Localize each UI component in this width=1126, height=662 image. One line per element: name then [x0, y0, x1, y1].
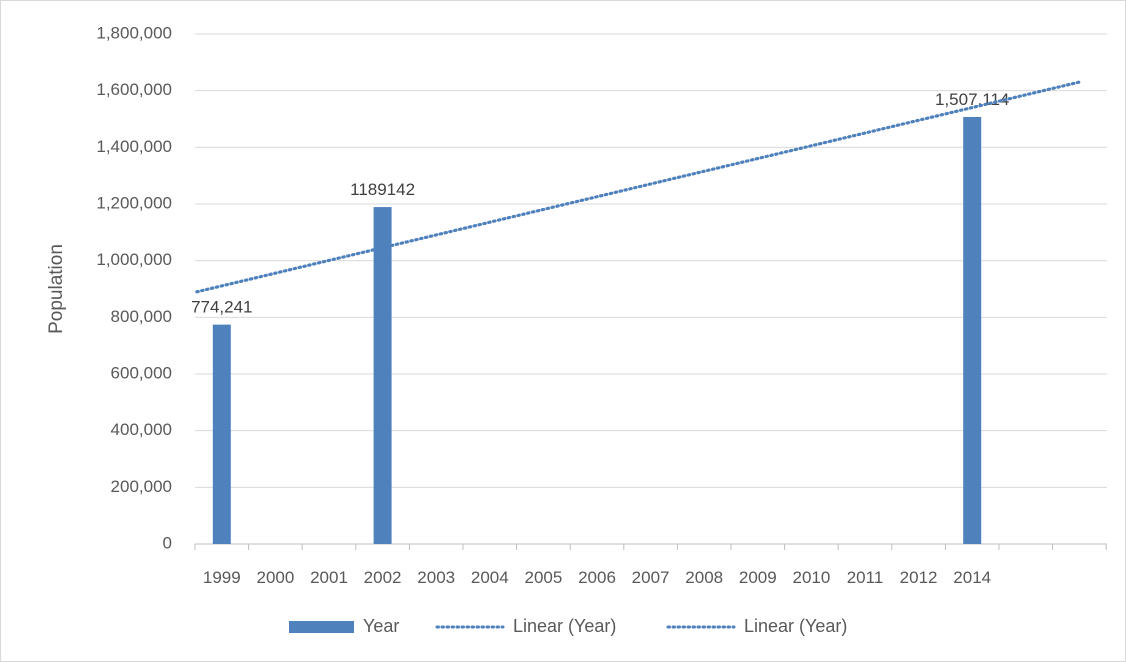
trendline: [195, 80, 1081, 294]
x-tick-label: 2007: [632, 568, 670, 587]
x-tick-label: 2014: [953, 568, 991, 587]
x-tick-label: 2001: [310, 568, 348, 587]
y-tick-label: 1,800,000: [96, 23, 172, 42]
y-axis-label: Population: [46, 244, 67, 334]
x-tick-label: 2005: [524, 568, 562, 587]
x-tick-label: 2008: [685, 568, 723, 587]
x-tick-label: 2000: [256, 568, 294, 587]
x-tick-label: 2012: [900, 568, 938, 587]
y-tick-label: 1,600,000: [96, 80, 172, 99]
bar: [963, 116, 982, 544]
x-tick-label: 2011: [847, 568, 884, 587]
x-tick-label: 1999: [203, 568, 241, 587]
y-tick-label: 600,000: [111, 363, 172, 382]
data-label: 1,507,114: [935, 90, 1009, 109]
bar: [212, 324, 231, 544]
data-label: 774,241: [191, 298, 252, 317]
bar: [373, 207, 392, 545]
x-tick-label: 2004: [471, 568, 509, 587]
legend-label: Linear (Year): [513, 616, 616, 636]
x-tick-label: 2010: [792, 568, 830, 587]
x-tick-label: 2002: [364, 568, 402, 587]
legend-swatch-year: [289, 621, 354, 633]
x-tick-label: 2006: [578, 568, 616, 587]
legend-label: Year: [363, 616, 399, 636]
data-label: 1189142: [350, 180, 415, 199]
y-tick-label: 800,000: [111, 307, 172, 326]
y-tick-label: 1,000,000: [96, 250, 172, 269]
y-tick-label: 1,400,000: [96, 137, 172, 156]
x-tick-label: 2009: [739, 568, 777, 587]
legend-label: Linear (Year): [744, 616, 847, 636]
y-tick-label: 1,200,000: [96, 193, 172, 212]
x-tick-label: 2003: [417, 568, 455, 587]
y-tick-label: 200,000: [111, 477, 172, 496]
y-tick-label: 0: [163, 533, 172, 552]
y-tick-label: 400,000: [111, 420, 172, 439]
